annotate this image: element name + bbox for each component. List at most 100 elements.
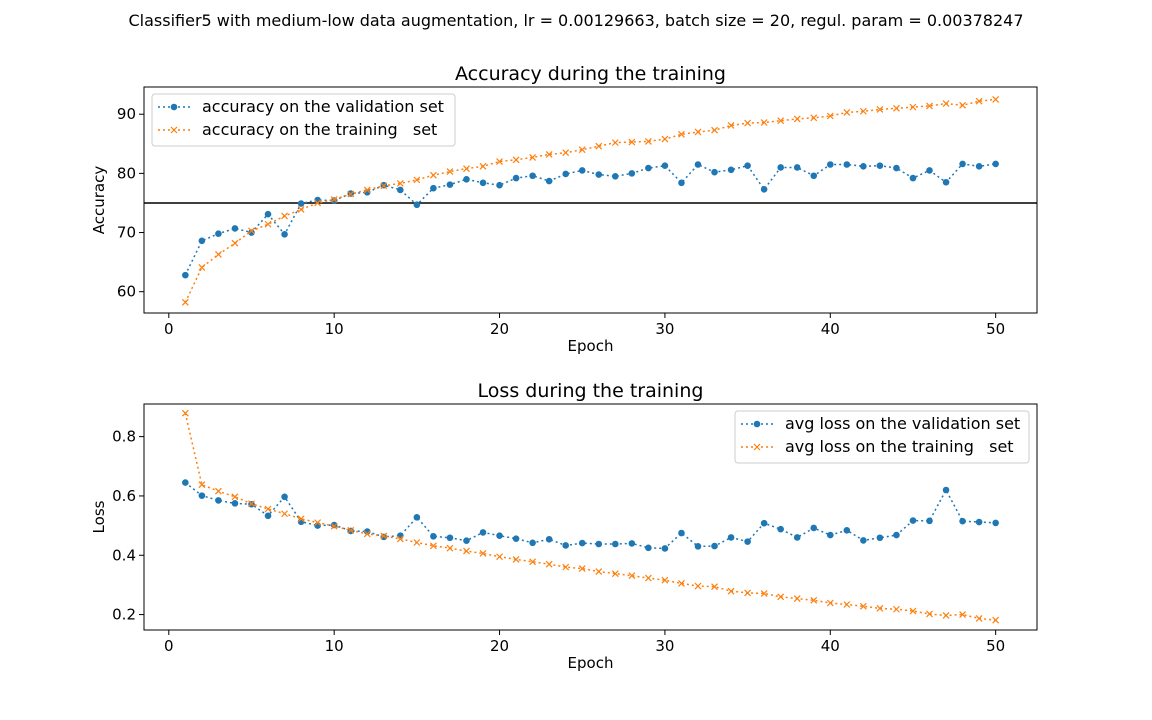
data-point (893, 605, 900, 613)
data-point (645, 164, 652, 172)
data-point (975, 615, 983, 622)
data-point (744, 119, 752, 127)
data-point (363, 186, 371, 194)
data-point (529, 558, 537, 566)
data-point (777, 117, 785, 125)
data-point (992, 95, 1000, 103)
data-point (396, 180, 404, 187)
data-point (727, 534, 735, 541)
data-point (926, 102, 933, 110)
data-point (893, 164, 900, 172)
data-point (628, 572, 636, 580)
x-tick-label: 40 (821, 320, 840, 338)
data-point (512, 174, 520, 182)
y-axis-label: Loss (90, 500, 108, 533)
data-point (264, 220, 272, 228)
data-point (793, 595, 801, 602)
data-point (396, 535, 404, 543)
data-point (777, 164, 784, 171)
data-point (793, 534, 801, 541)
x-tick-label: 10 (325, 320, 344, 338)
data-point (661, 135, 669, 143)
figure-suptitle: Classifier5 with medium-low data augment… (128, 11, 1023, 30)
data-point (479, 550, 487, 557)
data-point (959, 160, 966, 168)
data-point (413, 539, 421, 546)
data-point (595, 171, 603, 178)
data-point (876, 604, 884, 612)
data-point (612, 540, 619, 548)
data-point (942, 486, 950, 494)
data-point (496, 158, 503, 165)
data-point (562, 563, 570, 571)
data-point (463, 537, 470, 545)
data-point (876, 162, 884, 169)
accuracy-chart: Accuracy during the training 0 10 20 30 40 50 6… (90, 63, 1038, 355)
loss-chart: Loss during the training 0 10 20 30 40 50 0.2 0.… (90, 380, 1038, 672)
data-point (413, 201, 421, 209)
data-point (264, 512, 272, 520)
y-tick-label: 0.8 (112, 428, 136, 446)
data-point (248, 500, 255, 508)
data-point (611, 139, 619, 147)
chart-title: Loss during the training (478, 380, 704, 402)
data-point (760, 186, 768, 193)
data-point (545, 177, 553, 185)
legend-box (734, 410, 1030, 464)
data-point (826, 161, 834, 168)
data-point (661, 162, 669, 169)
data-point (909, 607, 917, 615)
data-point (380, 532, 388, 540)
data-point (793, 115, 801, 123)
data-point (645, 544, 652, 552)
data-point (231, 225, 239, 232)
data-point (611, 570, 619, 578)
y-tick-label: 80 (117, 164, 136, 182)
x-tick-label: 0 (164, 320, 174, 338)
data-point (909, 517, 917, 524)
x-tick-label: 50 (986, 320, 1005, 338)
data-point (281, 510, 288, 518)
data-point (975, 518, 983, 526)
data-point (711, 542, 718, 550)
data-point (661, 576, 669, 584)
data-point (926, 610, 933, 618)
data-point (264, 210, 272, 218)
data-point (711, 126, 718, 134)
data-point (678, 580, 685, 587)
data-point (182, 479, 189, 486)
legend-label: accuracy on the validation set (202, 97, 444, 116)
y-axis-label: Accuracy (90, 166, 108, 235)
data-point (231, 239, 239, 247)
y-tick-label: 0.2 (112, 606, 136, 624)
data-point (644, 138, 652, 145)
data-point (694, 582, 702, 590)
data-point (694, 161, 702, 168)
data-point (810, 172, 818, 180)
data-point (198, 481, 206, 489)
data-point (463, 175, 470, 183)
x-tick-label: 30 (655, 320, 674, 338)
data-point (397, 186, 404, 194)
legend: avg loss on the validation set avg loss o… (734, 410, 1030, 464)
data-point (214, 251, 222, 258)
data-point (859, 602, 867, 610)
data-point (628, 138, 636, 146)
data-point (992, 519, 999, 527)
data-point (810, 596, 818, 604)
x-tick-label: 50 (986, 637, 1005, 655)
data-point (363, 528, 371, 535)
data-point (959, 101, 967, 109)
data-point (231, 500, 239, 507)
data-point (843, 601, 851, 608)
legend-label: avg loss on the training set (785, 437, 1014, 456)
data-point (496, 181, 503, 189)
data-point (909, 174, 917, 182)
data-point (678, 130, 685, 138)
data-point (843, 527, 851, 534)
data-point (859, 107, 867, 115)
data-point (793, 164, 801, 171)
series-line-1 (184, 413, 996, 621)
data-point (397, 532, 404, 539)
